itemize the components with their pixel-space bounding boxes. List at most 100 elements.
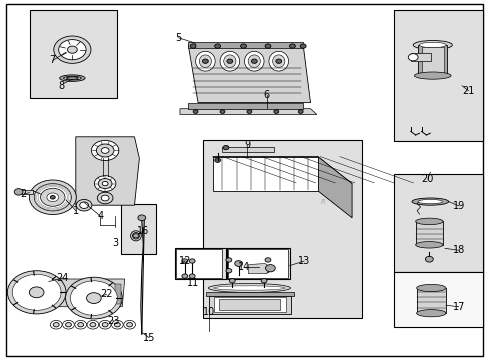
- Circle shape: [273, 110, 278, 113]
- Circle shape: [214, 158, 220, 162]
- Ellipse shape: [199, 55, 211, 68]
- Circle shape: [86, 293, 101, 303]
- Circle shape: [246, 110, 251, 113]
- Polygon shape: [212, 157, 317, 191]
- Polygon shape: [212, 157, 351, 184]
- Circle shape: [182, 274, 187, 278]
- Bar: [227, 248, 289, 279]
- Circle shape: [101, 148, 109, 153]
- Circle shape: [264, 258, 270, 262]
- Ellipse shape: [208, 284, 290, 292]
- Ellipse shape: [214, 286, 284, 290]
- Circle shape: [98, 179, 112, 189]
- Circle shape: [425, 256, 432, 262]
- Bar: [37, 284, 42, 304]
- Circle shape: [94, 176, 116, 192]
- Circle shape: [223, 145, 228, 150]
- Circle shape: [220, 110, 224, 113]
- Text: 1: 1: [73, 206, 79, 216]
- Circle shape: [298, 110, 303, 113]
- Bar: [121, 204, 156, 254]
- Bar: [203, 140, 361, 318]
- Ellipse shape: [223, 55, 236, 68]
- Text: 23: 23: [107, 316, 120, 326]
- Text: 5: 5: [175, 33, 181, 43]
- Ellipse shape: [417, 199, 442, 204]
- Text: 11: 11: [186, 278, 199, 288]
- Circle shape: [138, 215, 145, 221]
- Polygon shape: [180, 109, 316, 114]
- Circle shape: [75, 320, 86, 329]
- Ellipse shape: [415, 218, 442, 225]
- Text: 22: 22: [100, 289, 113, 300]
- Text: 19: 19: [451, 201, 464, 211]
- Text: 14: 14: [238, 262, 250, 272]
- Bar: [188, 42, 303, 48]
- Text: 16: 16: [136, 226, 149, 236]
- Ellipse shape: [416, 310, 445, 317]
- Circle shape: [102, 323, 108, 327]
- Text: 8: 8: [58, 81, 64, 91]
- Circle shape: [50, 320, 62, 329]
- Circle shape: [47, 193, 59, 202]
- Ellipse shape: [220, 51, 239, 71]
- Circle shape: [7, 271, 66, 314]
- Bar: [393, 10, 482, 141]
- Circle shape: [99, 320, 111, 329]
- Ellipse shape: [195, 51, 215, 71]
- Circle shape: [264, 44, 270, 48]
- Circle shape: [101, 195, 109, 201]
- Circle shape: [14, 189, 23, 195]
- Circle shape: [265, 265, 275, 272]
- Ellipse shape: [63, 76, 81, 80]
- Ellipse shape: [244, 51, 264, 71]
- Bar: [421, 47, 443, 74]
- Circle shape: [226, 59, 232, 63]
- Circle shape: [190, 44, 196, 48]
- Circle shape: [29, 180, 76, 215]
- Bar: [206, 292, 294, 296]
- Circle shape: [50, 195, 55, 199]
- Circle shape: [91, 140, 119, 161]
- Circle shape: [202, 59, 208, 63]
- Text: 17: 17: [451, 302, 464, 312]
- Bar: [175, 248, 226, 279]
- Text: 18: 18: [451, 245, 464, 255]
- Polygon shape: [248, 264, 271, 274]
- Bar: [19, 190, 33, 194]
- Ellipse shape: [130, 231, 141, 241]
- Circle shape: [54, 36, 91, 63]
- Bar: [415, 221, 442, 245]
- Text: 10: 10: [203, 307, 215, 318]
- Text: R: R: [321, 199, 325, 204]
- Circle shape: [65, 323, 71, 327]
- Polygon shape: [222, 147, 273, 152]
- Circle shape: [193, 110, 198, 113]
- Polygon shape: [188, 103, 303, 109]
- Ellipse shape: [60, 75, 85, 81]
- Polygon shape: [76, 137, 139, 205]
- Circle shape: [261, 279, 266, 283]
- Ellipse shape: [247, 55, 260, 68]
- Circle shape: [90, 323, 96, 327]
- Text: 2: 2: [20, 189, 26, 199]
- Ellipse shape: [268, 51, 288, 71]
- Bar: [51, 286, 93, 300]
- Ellipse shape: [412, 40, 451, 49]
- Ellipse shape: [132, 233, 139, 239]
- Circle shape: [97, 192, 113, 204]
- Circle shape: [189, 259, 195, 263]
- Circle shape: [62, 320, 74, 329]
- Circle shape: [300, 44, 305, 48]
- Circle shape: [114, 323, 120, 327]
- Circle shape: [70, 281, 117, 315]
- Circle shape: [59, 40, 86, 60]
- Circle shape: [78, 323, 83, 327]
- Polygon shape: [188, 45, 310, 103]
- Ellipse shape: [272, 55, 284, 68]
- Circle shape: [251, 59, 257, 63]
- Circle shape: [225, 269, 231, 273]
- Circle shape: [214, 44, 220, 48]
- Circle shape: [407, 54, 417, 61]
- Circle shape: [80, 202, 88, 208]
